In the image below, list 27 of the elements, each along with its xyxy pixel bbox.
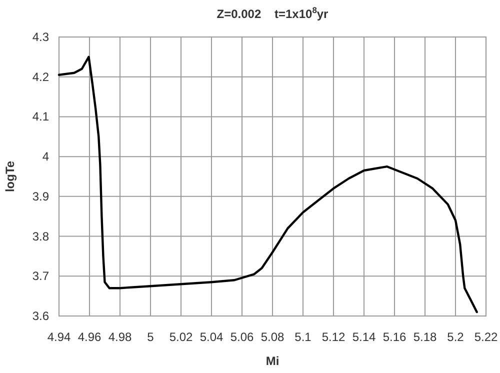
- x-tick-label: 5.22: [474, 330, 498, 344]
- x-axis-title: Mi: [266, 354, 280, 368]
- y-tick-label: 4.2: [32, 70, 50, 84]
- x-tick-label: 4.98: [108, 330, 132, 344]
- x-tick-label: 5: [147, 330, 154, 344]
- y-tick-label: 4.3: [32, 30, 50, 44]
- x-tick-label: 5.14: [352, 330, 376, 344]
- y-tick-label: 3.8: [32, 229, 50, 244]
- x-tick-label: 5.02: [169, 330, 193, 344]
- x-tick-label: 5.18: [413, 330, 437, 344]
- y-tick-label: 3.7: [32, 269, 50, 284]
- chart-title: Z=0.002 t=1x10$^{8}$yr: [216, 5, 329, 21]
- x-tick-label: 5.1: [294, 330, 312, 344]
- y-axis-title: logTe: [3, 160, 17, 192]
- x-tick-label: 4.94: [47, 330, 71, 344]
- x-tick-label: 5.12: [322, 330, 346, 344]
- x-tick-label: 5.06: [230, 330, 254, 344]
- x-tick-label: 4.96: [78, 330, 102, 344]
- x-tick-label: 5.08: [260, 330, 284, 344]
- x-tick-label: 5.04: [200, 330, 224, 344]
- x-tick-label: 5.2: [447, 330, 464, 344]
- x-tick-label: 5.16: [382, 330, 406, 344]
- line-series: [58, 56, 478, 314]
- y-tick-label: 4: [42, 150, 50, 164]
- y-tick-label: 3.9: [32, 189, 50, 204]
- y-tick-label: 4.1: [32, 110, 50, 124]
- y-tick-label: 3.6: [32, 309, 50, 323]
